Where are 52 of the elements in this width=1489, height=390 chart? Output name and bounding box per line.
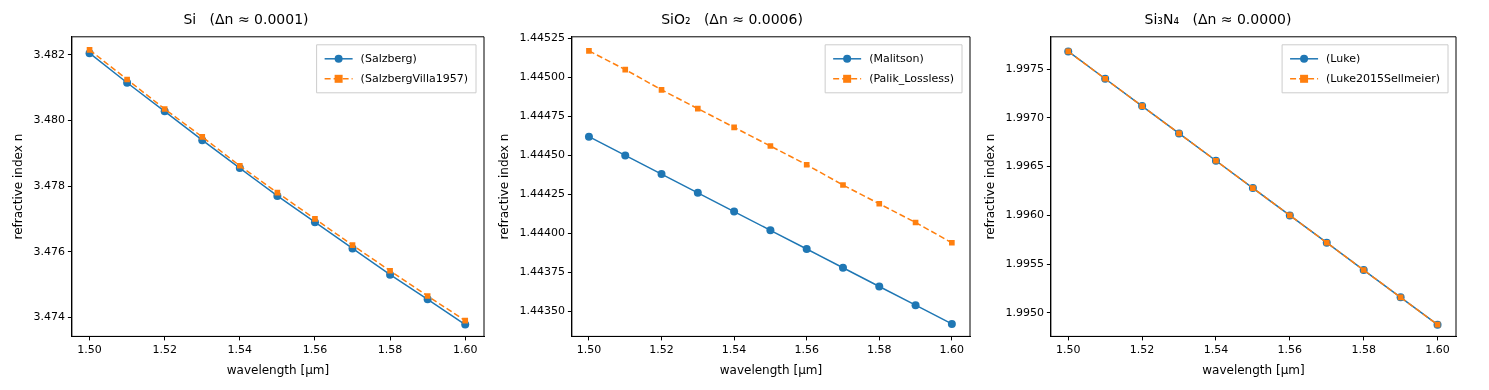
x-tick-label: 1.60	[452, 342, 478, 356]
y-tick-label: 1.44375	[519, 265, 565, 279]
chart-title: Si₃N₄ (Δn ≈ 0.0000)	[1144, 11, 1292, 28]
x-tick-label: 1.58	[1351, 342, 1376, 356]
legend-label: (Palik_Lossless)	[869, 71, 954, 85]
x-tick-label: 1.58	[377, 342, 403, 356]
x-tick-label: 1.54	[1203, 342, 1229, 356]
x-axis-title: wavelength [μm]	[226, 362, 330, 377]
x-tick-label: 1.56	[1277, 342, 1303, 356]
y-tick-label: 3.478	[33, 178, 65, 192]
y-axis-title: refractive index n	[497, 133, 512, 240]
y-tick-label: 1.9975	[1005, 61, 1044, 75]
y-tick-label: 1.44500	[519, 70, 565, 84]
x-tick-label: 1.54	[721, 342, 747, 356]
y-axis-title: refractive index n	[11, 133, 26, 240]
legend-label: (SalzbergVilla1957)	[360, 71, 469, 85]
x-tick-label: 1.50	[1056, 342, 1081, 356]
y-tick-label: 1.44475	[519, 109, 565, 123]
x-tick-label: 1.58	[867, 342, 892, 356]
x-tick-label: 1.56	[794, 342, 819, 356]
legend-label: (Luke)	[1326, 51, 1361, 65]
y-tick-label: 1.9960	[1005, 208, 1044, 222]
legend-label: (Salzberg)	[360, 51, 417, 65]
y-tick-label: 3.474	[33, 310, 65, 324]
x-tick-label: 1.60	[939, 342, 965, 356]
x-axis-title: wavelength [μm]	[719, 362, 823, 377]
y-tick-label: 1.44350	[519, 304, 565, 318]
y-tick-label: 1.44425	[519, 187, 565, 201]
y-tick-label: 1.44400	[519, 226, 565, 240]
x-tick-label: 1.52	[649, 342, 674, 356]
y-tick-label: 3.480	[33, 113, 65, 127]
y-tick-label: 1.44450	[519, 148, 565, 162]
y-tick-label: 1.9965	[1005, 159, 1044, 173]
x-tick-label: 1.52	[152, 342, 177, 356]
y-tick-label: 1.9970	[1005, 110, 1044, 124]
y-tick-label: 3.476	[33, 244, 65, 258]
x-axis-title: wavelength [μm]	[1202, 362, 1305, 377]
y-tick-label: 1.44525	[519, 31, 565, 45]
chart-title: Si (Δn ≈ 0.0001)	[183, 11, 309, 28]
y-tick-label: 3.482	[33, 47, 65, 61]
x-tick-label: 1.60	[1425, 342, 1450, 356]
legend-label: (Malitson)	[869, 51, 924, 65]
chart-title: SiO₂ (Δn ≈ 0.0006)	[661, 11, 803, 28]
y-axis-title: refractive index n	[983, 133, 998, 240]
x-tick-label: 1.56	[302, 342, 328, 356]
x-tick-label: 1.52	[1129, 342, 1155, 356]
y-tick-label: 1.9950	[1005, 305, 1044, 319]
x-tick-label: 1.50	[576, 342, 602, 356]
y-tick-label: 1.9955	[1005, 257, 1044, 271]
x-tick-label: 1.54	[227, 342, 253, 356]
x-tick-label: 1.50	[77, 342, 102, 356]
legend-label: (Luke2015Sellmeier)	[1326, 71, 1440, 85]
